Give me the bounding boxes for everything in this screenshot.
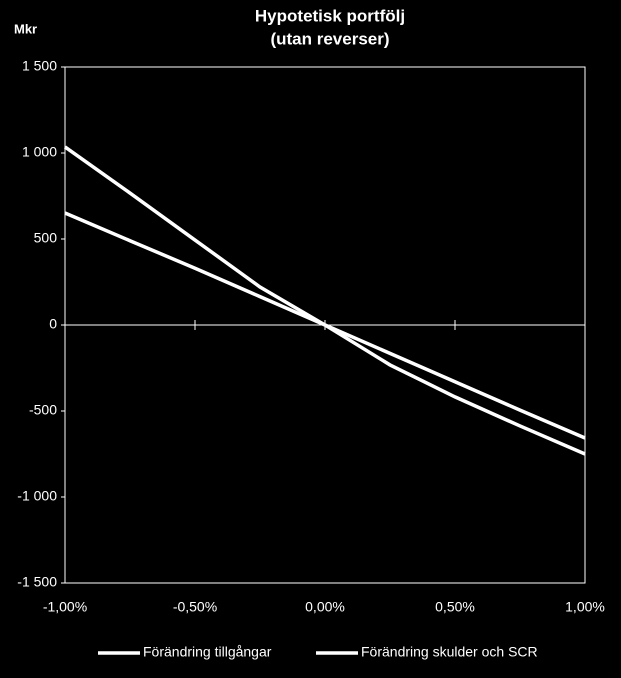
x-tick-label: -1,00% (43, 599, 87, 615)
legend-label: Förändring tillgångar (143, 644, 272, 660)
legend-label: Förändring skulder och SCR (361, 644, 538, 660)
series-line (63, 145, 586, 456)
y-tick-label: 1 500 (22, 58, 57, 74)
y-axis-label: Mkr (14, 21, 37, 36)
y-tick-label: 1 000 (22, 144, 57, 160)
x-tick-label: 0,50% (435, 599, 475, 615)
x-tick-label: 0,00% (305, 599, 345, 615)
chart-subtitle: (utan reverser) (270, 29, 389, 48)
y-tick-label: 0 (49, 316, 57, 332)
x-tick-label: 1,00% (565, 599, 605, 615)
y-tick-label: -1 000 (17, 488, 57, 504)
y-tick-label: -1 500 (17, 574, 57, 590)
x-tick-label: -0,50% (173, 599, 217, 615)
y-tick-label: 500 (34, 230, 58, 246)
chart-title: Hypotetisk portfölj (255, 6, 405, 25)
y-tick-label: -500 (29, 402, 57, 418)
